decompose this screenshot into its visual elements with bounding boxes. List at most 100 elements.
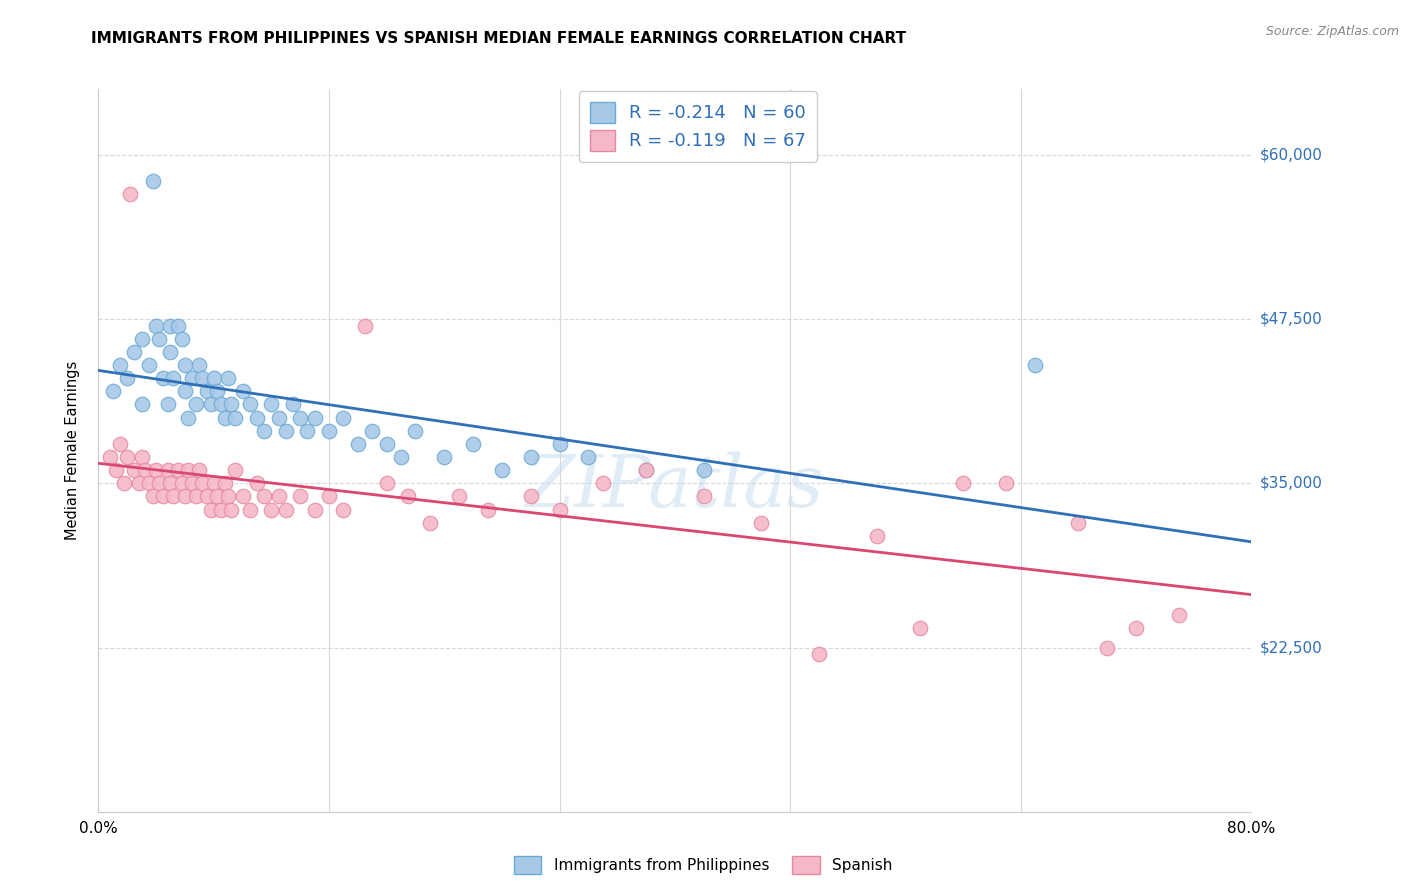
Point: [166, 463, 188, 477]
Point: [202, 476, 225, 491]
Point: [177, 410, 200, 425]
Text: $35,000: $35,000: [1260, 475, 1323, 491]
Point: [866, 529, 889, 543]
Point: [152, 490, 174, 504]
Point: [148, 332, 170, 346]
Point: [131, 397, 153, 411]
Point: [267, 490, 290, 504]
Point: [128, 476, 150, 491]
Point: [188, 358, 211, 372]
Point: [170, 332, 193, 346]
Point: [239, 397, 262, 411]
Point: [138, 476, 160, 491]
Point: [191, 476, 214, 491]
Point: [209, 397, 232, 411]
Point: [548, 502, 571, 516]
Point: [205, 384, 228, 399]
Point: [318, 424, 340, 438]
Text: IMMIGRANTS FROM PHILIPPINES VS SPANISH MEDIAN FEMALE EARNINGS CORRELATION CHART: IMMIGRANTS FROM PHILIPPINES VS SPANISH M…: [91, 31, 907, 46]
Text: ZIPatlas: ZIPatlas: [524, 451, 825, 522]
Point: [548, 437, 571, 451]
Point: [142, 174, 165, 188]
Point: [693, 490, 716, 504]
Point: [253, 424, 276, 438]
Point: [214, 476, 236, 491]
Point: [995, 476, 1018, 491]
Point: [181, 371, 204, 385]
Point: [159, 476, 181, 491]
Point: [195, 490, 218, 504]
Point: [246, 410, 269, 425]
Point: [214, 410, 236, 425]
Point: [447, 490, 470, 504]
Point: [124, 463, 146, 477]
Point: [202, 371, 225, 385]
Point: [419, 516, 441, 530]
Point: [908, 621, 931, 635]
Point: [145, 318, 167, 333]
Point: [209, 502, 232, 516]
Point: [217, 490, 239, 504]
Point: [304, 410, 326, 425]
Point: [200, 397, 222, 411]
Text: $22,500: $22,500: [1260, 640, 1323, 655]
Point: [142, 490, 165, 504]
Point: [159, 318, 181, 333]
Point: [152, 371, 174, 385]
Point: [433, 450, 456, 464]
Point: [1168, 607, 1191, 622]
Point: [156, 463, 179, 477]
Point: [117, 450, 139, 464]
Point: [332, 410, 354, 425]
Point: [205, 490, 228, 504]
Point: [808, 647, 831, 661]
Point: [461, 437, 484, 451]
Point: [1067, 516, 1090, 530]
Point: [181, 476, 204, 491]
Point: [170, 476, 193, 491]
Point: [477, 502, 499, 516]
Point: [156, 397, 179, 411]
Point: [112, 476, 135, 491]
Point: [120, 187, 142, 202]
Point: [361, 424, 384, 438]
Point: [188, 463, 211, 477]
Legend: R = -0.214   N = 60, R = -0.119   N = 67: R = -0.214 N = 60, R = -0.119 N = 67: [579, 91, 817, 161]
Point: [117, 371, 139, 385]
Point: [520, 450, 543, 464]
Point: [491, 463, 513, 477]
Point: [304, 502, 326, 516]
Point: [224, 463, 246, 477]
Point: [186, 490, 208, 504]
Point: [578, 450, 600, 464]
Point: [253, 490, 276, 504]
Point: [174, 490, 197, 504]
Point: [191, 371, 214, 385]
Point: [375, 476, 398, 491]
Point: [104, 463, 127, 477]
Point: [693, 463, 716, 477]
Point: [520, 490, 543, 504]
Point: [148, 476, 170, 491]
Point: [1097, 640, 1119, 655]
Point: [281, 397, 304, 411]
Point: [162, 371, 184, 385]
Point: [217, 371, 239, 385]
Point: [246, 476, 269, 491]
Point: [124, 345, 146, 359]
Point: [290, 490, 312, 504]
Text: Source: ZipAtlas.com: Source: ZipAtlas.com: [1265, 25, 1399, 38]
Point: [260, 397, 283, 411]
Y-axis label: Median Female Earnings: Median Female Earnings: [65, 361, 80, 540]
Point: [159, 345, 181, 359]
Point: [260, 502, 283, 516]
Point: [274, 502, 297, 516]
Point: [1024, 358, 1046, 372]
Point: [751, 516, 773, 530]
Point: [166, 318, 188, 333]
Point: [239, 502, 262, 516]
Point: [405, 424, 427, 438]
Point: [174, 384, 197, 399]
Point: [145, 463, 167, 477]
Point: [332, 502, 354, 516]
